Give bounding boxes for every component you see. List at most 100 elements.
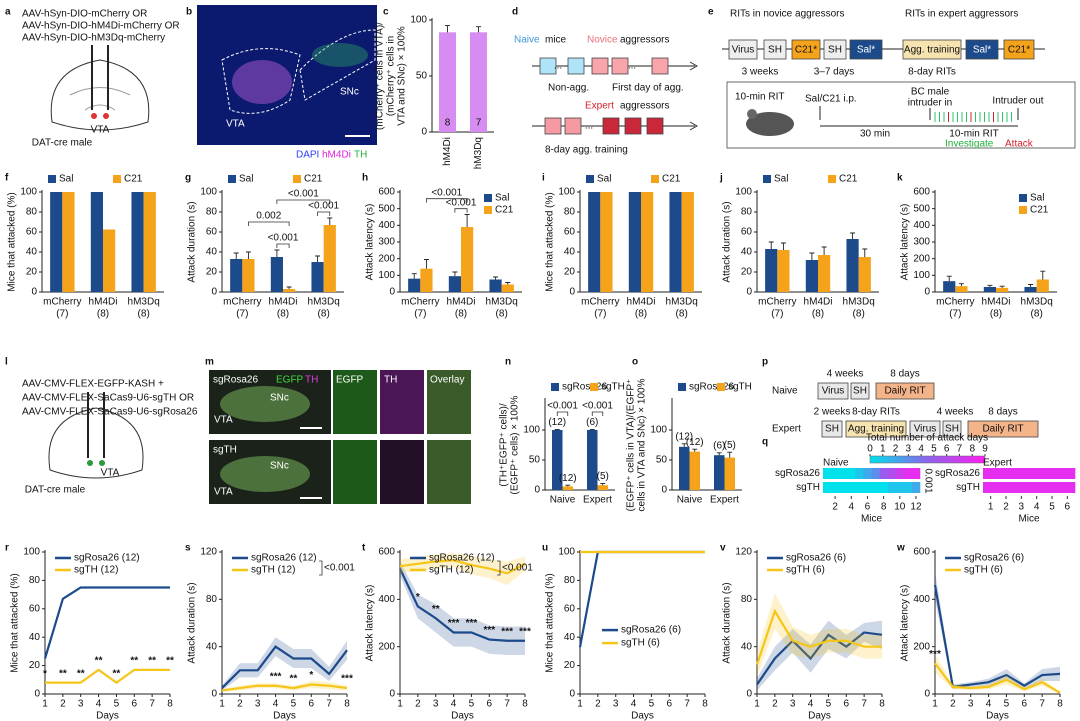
heatmap-group-title: Naive <box>823 458 849 469</box>
x-tick-label: 1 <box>42 699 48 710</box>
diagram-text: AAV-hSyn-DIO-hM3Dq-mCherry <box>22 33 165 44</box>
y-tick-label: 100 <box>913 270 930 281</box>
y-tick-label: 500 <box>913 203 930 214</box>
y-tick-label: 600 <box>913 547 930 558</box>
legend-label: Sal <box>239 174 253 185</box>
y-tick-label: 0 <box>211 287 217 298</box>
diagram-text: 8-day RITs <box>908 67 956 78</box>
heatmap-cell <box>998 468 1014 479</box>
diagram-text: Daily RIT <box>884 386 925 397</box>
panel-label: v <box>720 543 726 554</box>
significance-marker: * <box>309 670 313 681</box>
colorbar-tick-label: 2 <box>893 444 899 455</box>
diagram-text: sgTH <box>213 445 237 456</box>
x-tick-label: 2 <box>832 502 838 513</box>
panel-label: r <box>5 543 9 554</box>
micrograph-th <box>380 440 424 504</box>
p-value: <0.001 <box>547 401 578 412</box>
y-tick-label: 0 <box>569 287 575 298</box>
bar <box>818 255 831 292</box>
legend-label: sgTH (6) <box>786 565 825 576</box>
x-tick-label: hM3Dq <box>128 297 160 308</box>
y-tick-label: 100 <box>735 187 752 198</box>
error-band <box>222 637 347 691</box>
y-tick-label: 40 <box>564 632 576 643</box>
bar <box>461 227 474 292</box>
x-tick-label: 4 <box>808 699 814 710</box>
heatmap-cell <box>879 482 888 493</box>
bar <box>131 192 144 292</box>
y-tick-label: 80 <box>564 207 576 218</box>
legend-swatch <box>651 175 659 183</box>
diagram-text: hM4Di <box>322 150 351 161</box>
p-value: <0.001 <box>288 189 319 200</box>
x-tick-label: 1 <box>988 502 994 513</box>
y-tick-label: 0 <box>534 485 540 496</box>
bar <box>230 259 243 292</box>
x-tick-label: 7 <box>326 699 332 710</box>
diagram-text: 30 min <box>860 129 890 140</box>
x-tick-label: hM4Di <box>269 297 298 308</box>
heatmap-cell <box>1059 468 1076 479</box>
diagram-text: ... <box>554 61 562 72</box>
y-tick-label: 100 <box>410 15 427 26</box>
group-count: (8) <box>635 309 647 320</box>
x-axis-label: Days <box>808 711 831 721</box>
significance-bracket <box>276 199 331 204</box>
group-count: (8) <box>1031 309 1043 320</box>
x-tick-label: 5 <box>1049 502 1055 513</box>
legend-label: C21 <box>839 174 858 185</box>
legend-label: Sal <box>1030 193 1044 204</box>
y-tick-label: 300 <box>378 237 395 248</box>
legend-swatch <box>763 175 771 183</box>
error-bar <box>327 217 333 225</box>
x-tick-label: 7 <box>149 699 155 710</box>
bar <box>448 276 461 292</box>
diagram-text: 4 weeks <box>827 369 864 380</box>
bar <box>689 451 700 490</box>
error-bar <box>681 443 687 447</box>
x-tick-label: hM3Dq <box>666 297 698 308</box>
error-bar <box>565 484 571 487</box>
legend-label: C21 <box>304 174 323 185</box>
diagram-text: SH <box>825 424 839 435</box>
y-tick-label: 200 <box>913 253 930 264</box>
x-axis-label: Days <box>451 711 474 721</box>
group-count: (7) <box>236 309 248 320</box>
bar <box>724 457 735 490</box>
panel-label: w <box>896 543 905 554</box>
legend-label: sgTH (12) <box>429 565 473 576</box>
heatmap-cell <box>871 468 880 479</box>
bar <box>1036 279 1049 292</box>
p-value: <0.001 <box>324 563 355 574</box>
x-tick-label: 4 <box>273 699 279 710</box>
significance-marker: ** <box>166 656 174 667</box>
group-count: (8) <box>853 309 865 320</box>
y-tick-label: 400 <box>378 594 395 605</box>
diagram-text: C21* <box>1008 45 1030 56</box>
legend-swatch <box>228 175 236 183</box>
error-bar <box>411 273 417 279</box>
count-label: (12) <box>559 473 577 484</box>
y-tick-label: 60 <box>564 227 576 238</box>
y-axis-label: Mice that attacked (%) <box>545 192 556 291</box>
x-tick-label: 6 <box>309 699 315 710</box>
x-tick-label: 8 <box>522 699 528 710</box>
x-tick-label: hM4Di <box>447 297 476 308</box>
heatmap-group-title: Expert <box>983 458 1012 469</box>
error-bar <box>809 252 815 260</box>
significance-bracket <box>317 211 331 216</box>
legend-label: Sal <box>59 174 73 185</box>
heatmap-row-label: sgRosa26 <box>775 468 820 479</box>
significance-marker: ** <box>130 656 138 667</box>
error-bar <box>233 252 239 259</box>
y-tick-label: 100 <box>650 425 667 436</box>
group-count: (8) <box>277 309 289 320</box>
x-tick-label: 3 <box>433 699 439 710</box>
x-tick-label: mCherry <box>936 297 974 308</box>
significance-bracket <box>276 243 290 248</box>
y-tick-label: 80 <box>741 594 753 605</box>
significance-marker: *** <box>483 625 495 636</box>
